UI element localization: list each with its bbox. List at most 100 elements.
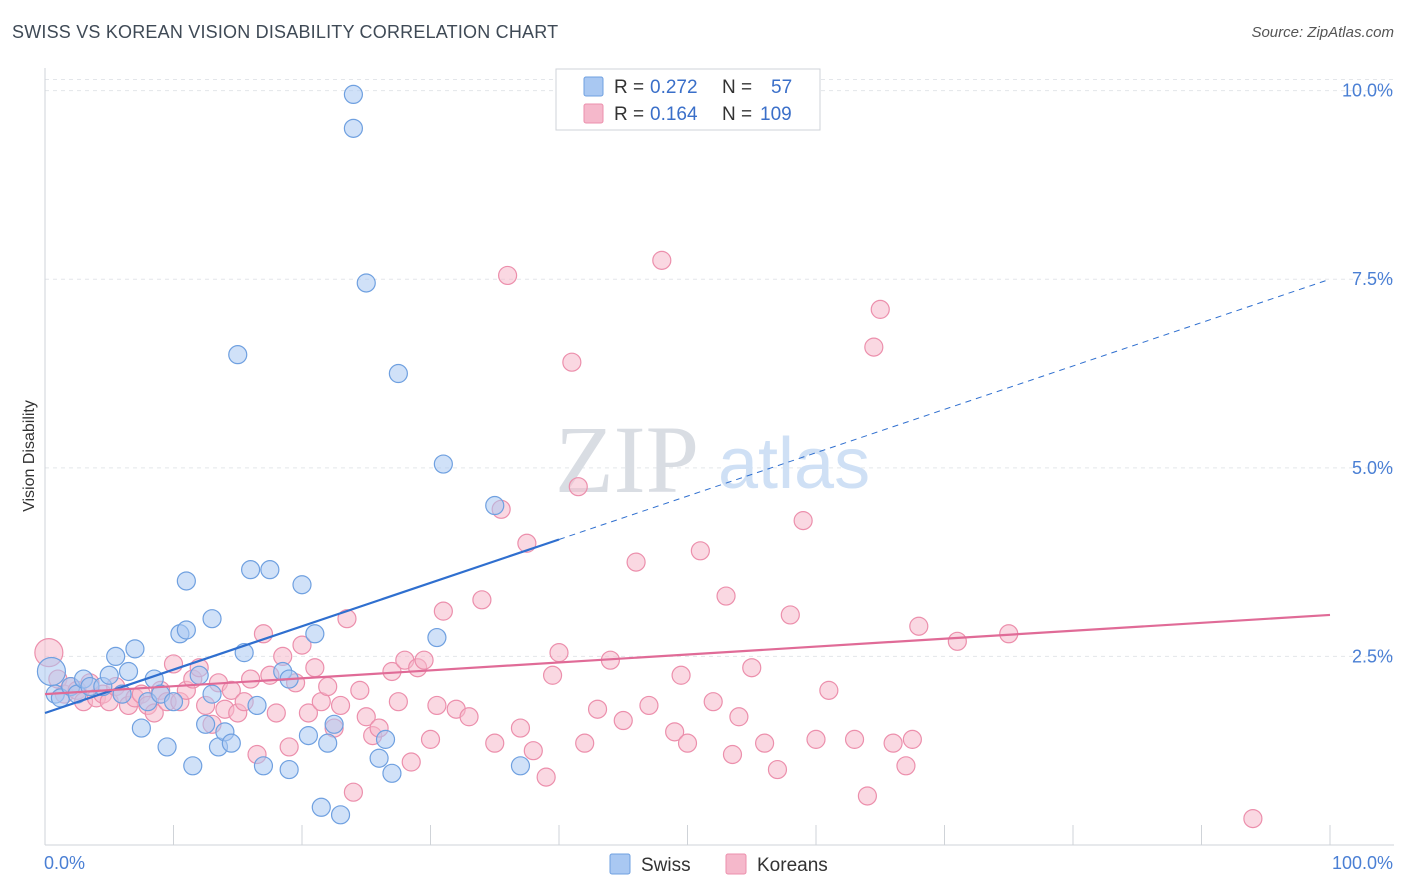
swiss-point bbox=[176, 620, 196, 640]
y-tick-label: 10.0% bbox=[1342, 81, 1393, 101]
swiss-point bbox=[311, 797, 331, 817]
korean-point bbox=[883, 733, 903, 753]
swiss-point bbox=[388, 363, 408, 384]
swiss-point bbox=[433, 454, 453, 474]
y-tick-label: 2.5% bbox=[1352, 646, 1393, 666]
swiss-point bbox=[202, 684, 222, 704]
korean-point bbox=[716, 586, 736, 606]
korean-point bbox=[896, 756, 916, 776]
korean-point bbox=[909, 616, 929, 636]
swiss-point bbox=[241, 560, 261, 580]
korean-point bbox=[722, 744, 743, 765]
swiss-point bbox=[305, 624, 325, 644]
korean-point bbox=[318, 676, 338, 697]
korean-point bbox=[780, 605, 800, 625]
swiss-point bbox=[485, 495, 505, 516]
korean-point bbox=[427, 695, 447, 716]
legend-n-label-swiss: N = bbox=[722, 77, 752, 98]
korean-point bbox=[690, 541, 710, 561]
korean-point bbox=[498, 265, 518, 286]
chart-title: SWISS VS KOREAN VISION DISABILITY CORREL… bbox=[12, 22, 559, 42]
korean-point bbox=[587, 699, 608, 719]
legend-bottom-swatch-koreans bbox=[725, 853, 747, 875]
swiss-point bbox=[36, 656, 67, 687]
swiss-trend-line bbox=[44, 538, 560, 715]
legend-bottom-label-koreans: Koreans bbox=[757, 855, 828, 876]
swiss-point bbox=[247, 695, 267, 716]
korean-point bbox=[613, 710, 633, 731]
korean-point bbox=[350, 680, 370, 700]
swiss-point bbox=[298, 726, 319, 746]
swiss-point bbox=[292, 575, 312, 595]
y-tick-labels: 2.5% 5.0% 7.5% 10.0% bbox=[1342, 81, 1393, 667]
korean-point bbox=[298, 703, 319, 723]
korean-point bbox=[337, 609, 357, 629]
legend-r-value-swiss: 0.272 bbox=[650, 77, 698, 98]
swiss-point bbox=[125, 639, 145, 659]
swiss-point bbox=[202, 609, 222, 629]
korean-trend-line bbox=[44, 613, 1331, 696]
korean-point bbox=[292, 635, 312, 655]
swiss-point bbox=[196, 714, 216, 734]
korean-point bbox=[729, 707, 749, 727]
y-tick-label: 7.5% bbox=[1352, 269, 1393, 289]
x-tick-label-max: 100.0% bbox=[1332, 853, 1393, 873]
korean-point bbox=[536, 767, 556, 787]
swiss-point bbox=[260, 560, 280, 580]
swiss-point bbox=[183, 756, 203, 776]
korean-point bbox=[677, 733, 698, 753]
korean-point bbox=[562, 352, 582, 372]
swiss-point bbox=[157, 737, 177, 757]
korean-point bbox=[902, 729, 922, 749]
korean-point bbox=[510, 718, 531, 738]
swiss-point bbox=[324, 714, 344, 734]
korean-point bbox=[754, 733, 775, 753]
korean-point bbox=[806, 729, 826, 749]
legend-r-label-swiss: R = bbox=[614, 77, 644, 98]
korean-point bbox=[266, 703, 286, 723]
korean-point bbox=[870, 299, 890, 319]
korean-point bbox=[549, 643, 569, 663]
korean-point bbox=[568, 477, 588, 497]
legend-bottom: Swiss Koreans bbox=[609, 853, 828, 876]
korean-point bbox=[459, 707, 479, 727]
swiss-point bbox=[375, 729, 396, 749]
swiss-point bbox=[510, 756, 531, 776]
korean-point bbox=[639, 695, 659, 716]
swiss-point bbox=[382, 763, 402, 783]
x-tick-label-min: 0.0% bbox=[44, 853, 85, 873]
legend-n-value-koreans: 109 bbox=[760, 104, 792, 125]
legend-n-label-koreans: N = bbox=[722, 104, 752, 125]
swiss-point bbox=[163, 692, 184, 712]
korean-point bbox=[330, 695, 351, 716]
legend-swatch-swiss bbox=[583, 76, 604, 97]
trend-lines bbox=[44, 278, 1331, 715]
swiss-point bbox=[253, 756, 274, 776]
korean-point bbox=[433, 601, 453, 621]
korean-point bbox=[575, 733, 595, 753]
korean-point bbox=[671, 665, 691, 685]
korean-point bbox=[703, 692, 723, 712]
korean-point bbox=[767, 759, 788, 780]
korean-point bbox=[414, 650, 434, 670]
swiss-point bbox=[106, 646, 126, 667]
korean-point bbox=[864, 337, 884, 357]
korean-point bbox=[472, 590, 492, 610]
swiss-point bbox=[228, 345, 248, 365]
korean-point bbox=[388, 692, 408, 712]
legend-r-label-koreans: R = bbox=[614, 104, 644, 125]
watermark: ZIP atlas bbox=[555, 406, 870, 513]
legend-bottom-label-swiss: Swiss bbox=[641, 855, 691, 876]
watermark-atlas: atlas bbox=[718, 424, 870, 504]
swiss-point bbox=[189, 665, 209, 685]
legend-swatch-koreans bbox=[583, 103, 604, 124]
swiss-point bbox=[99, 665, 119, 685]
y-axis-title: Vision Disability bbox=[21, 400, 38, 512]
korean-point bbox=[1243, 808, 1263, 829]
swiss-point bbox=[318, 733, 338, 753]
korean-point bbox=[626, 552, 646, 572]
legend-top: R = 0.272 N = 57 R = 0.164 N = 109 bbox=[555, 68, 821, 131]
korean-point bbox=[420, 729, 441, 749]
swiss-point bbox=[356, 273, 376, 293]
